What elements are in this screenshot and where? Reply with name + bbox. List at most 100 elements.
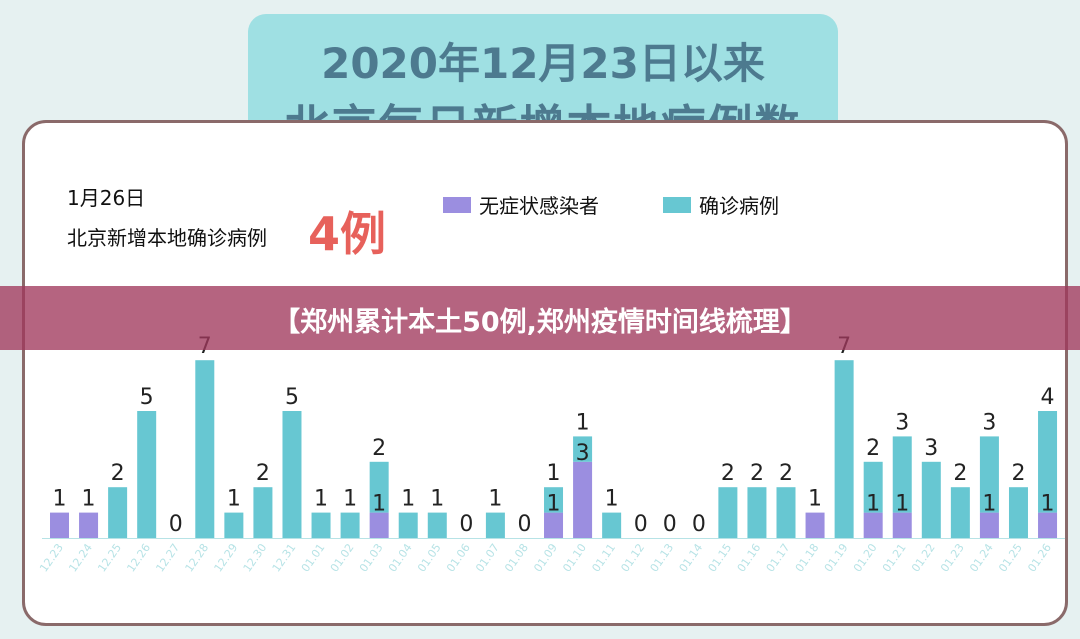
x-tick-label-01.04: 01.04 xyxy=(386,541,415,574)
label-total-01.01: 1 xyxy=(314,487,328,512)
label-total-01.04: 1 xyxy=(401,487,415,512)
bar-confirmed-12.29 xyxy=(224,512,244,538)
x-tick-label-01.01: 01.01 xyxy=(299,541,328,574)
x-tick-label-01.14: 01.14 xyxy=(677,541,706,574)
bar-confirmed-01.04 xyxy=(398,512,418,538)
bar-confirmed-01.10 xyxy=(573,436,593,462)
label-total-12.24: 1 xyxy=(82,487,96,512)
label-total-12.30: 2 xyxy=(256,461,270,486)
bar-confirmed-12.30 xyxy=(253,487,273,538)
bar-confirmed-12.31 xyxy=(282,411,302,538)
bar-confirmed-01.20 xyxy=(863,461,883,513)
x-tick-label-12.26: 12.26 xyxy=(124,541,153,574)
x-tick-label-01.24: 01.24 xyxy=(967,541,996,574)
bar-asymptomatic-01.10 xyxy=(573,461,593,538)
x-tick-label-01.05: 01.05 xyxy=(415,541,444,574)
info-subtitle: 北京新增本地确诊病例 xyxy=(67,226,267,250)
label-total-01.16: 2 xyxy=(750,461,764,486)
x-tick-label-01.19: 01.19 xyxy=(822,541,851,574)
x-tick-label-12.31: 12.31 xyxy=(270,541,299,574)
label-total-12.27: 0 xyxy=(169,512,183,537)
label-total-01.08: 0 xyxy=(517,512,531,537)
label-total-01.07: 1 xyxy=(488,487,502,512)
bar-confirmed-01.15 xyxy=(718,487,738,538)
title-line-1: 2020年12月23日以来 xyxy=(321,39,765,88)
bar-confirmed-01.02 xyxy=(340,512,360,538)
bar-confirmed-01.19 xyxy=(834,360,854,538)
x-tick-label-01.03: 01.03 xyxy=(357,541,386,574)
label-total-12.31: 5 xyxy=(285,385,299,410)
bar-confirmed-12.28 xyxy=(195,360,215,538)
legend-swatch-confirmed xyxy=(663,196,691,213)
bar-confirmed-01.16 xyxy=(747,487,767,538)
label-total-01.17: 2 xyxy=(779,461,793,486)
x-tick-label-01.26: 01.26 xyxy=(1025,541,1054,574)
legend-item-asymptomatic: 无症状感染者 xyxy=(443,190,599,218)
x-tick-label-01.18: 01.18 xyxy=(793,541,822,574)
bar-confirmed-01.25 xyxy=(1008,487,1028,538)
bar-asymptomatic-01.24 xyxy=(979,512,999,538)
label-total-01.13: 0 xyxy=(663,512,677,537)
x-tick-label-01.20: 01.20 xyxy=(851,541,880,574)
x-tick-label-01.25: 01.25 xyxy=(996,541,1025,574)
info-date: 1月26日 xyxy=(67,186,146,210)
bar-asymptomatic-12.23 xyxy=(50,512,69,538)
bar-confirmed-01.23 xyxy=(950,487,970,538)
bar-confirmed-01.26 xyxy=(1038,411,1058,513)
bar-asymptomatic-01.09 xyxy=(544,512,564,538)
overlay-banner: 【郑州累计本土50例,郑州疫情时间线梳理】 xyxy=(0,286,1080,350)
label-confirmed-01.26: 4 xyxy=(1041,385,1055,410)
bar-confirmed-01.03 xyxy=(369,461,389,513)
x-tick-label-01.15: 01.15 xyxy=(706,541,735,574)
bar-asymptomatic-01.18 xyxy=(805,512,825,538)
bar-confirmed-12.25 xyxy=(108,487,128,538)
label-total-01.06: 0 xyxy=(459,512,473,537)
bar-confirmed-01.07 xyxy=(485,512,505,538)
bar-confirmed-01.11 xyxy=(602,512,622,538)
label-total-01.18: 1 xyxy=(808,487,822,512)
x-tick-label-01.16: 01.16 xyxy=(735,541,764,574)
label-confirmed-01.03: 2 xyxy=(372,436,386,461)
label-asymptomatic-01.20: 1 xyxy=(866,492,880,517)
label-confirmed-01.20: 2 xyxy=(866,436,880,461)
label-total-12.26: 5 xyxy=(140,385,154,410)
label-total-12.25: 2 xyxy=(111,461,125,486)
label-total-01.23: 2 xyxy=(953,461,967,486)
x-tick-label-01.12: 01.12 xyxy=(618,541,647,574)
bar-asymptomatic-12.24 xyxy=(79,512,99,538)
x-tick-label-01.06: 01.06 xyxy=(444,541,473,574)
x-tick-label-01.02: 01.02 xyxy=(328,541,357,574)
x-tick-label-12.29: 12.29 xyxy=(212,541,241,574)
x-tick-label-01.17: 01.17 xyxy=(764,541,793,574)
bar-confirmed-01.22 xyxy=(921,461,941,538)
x-tick-label-01.22: 01.22 xyxy=(909,541,938,574)
x-tick-label-01.08: 01.08 xyxy=(502,541,531,574)
label-total-01.02: 1 xyxy=(343,487,357,512)
banner-text: 【郑州累计本土50例,郑州疫情时间线梳理】 xyxy=(273,307,807,338)
bar-confirmed-12.26 xyxy=(137,411,157,538)
x-tick-label-01.10: 01.10 xyxy=(560,541,589,574)
bar-asymptomatic-01.20 xyxy=(863,512,883,538)
label-total-01.12: 0 xyxy=(634,512,648,537)
x-tick-label-12.28: 12.28 xyxy=(183,541,212,574)
info-highlight-count: 4例 xyxy=(308,207,387,261)
bar-confirmed-01.09 xyxy=(544,487,564,513)
x-tick-label-01.21: 01.21 xyxy=(880,541,909,574)
bar-confirmed-01.05 xyxy=(427,512,447,538)
label-total-01.25: 2 xyxy=(1011,461,1025,486)
label-confirmed-01.10: 1 xyxy=(576,410,590,435)
label-total-01.14: 0 xyxy=(692,512,706,537)
bar-confirmed-01.24 xyxy=(979,436,999,513)
x-tick-label-12.23: 12.23 xyxy=(37,541,66,574)
bar-asymptomatic-01.26 xyxy=(1038,512,1058,538)
bar-asymptomatic-01.21 xyxy=(892,512,912,538)
x-tick-label-01.13: 01.13 xyxy=(648,541,677,574)
bar-confirmed-01.21 xyxy=(892,436,912,513)
label-total-01.22: 3 xyxy=(924,436,938,461)
label-asymptomatic-01.09: 1 xyxy=(547,492,561,517)
x-tick-label-12.27: 12.27 xyxy=(153,541,182,574)
label-asymptomatic-01.21: 1 xyxy=(895,492,909,517)
x-tick-label-01.11: 01.11 xyxy=(589,541,618,574)
label-total-01.11: 1 xyxy=(605,487,619,512)
